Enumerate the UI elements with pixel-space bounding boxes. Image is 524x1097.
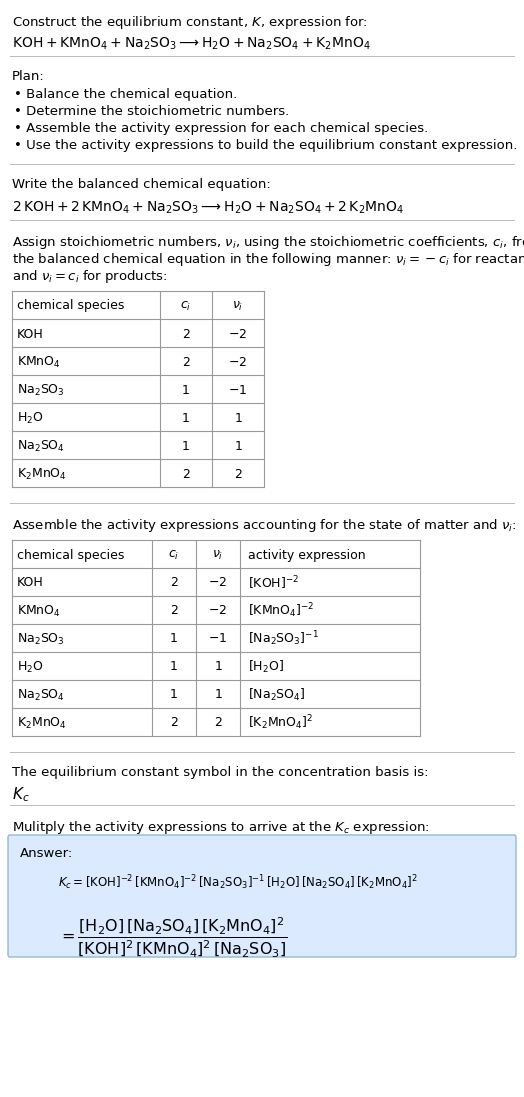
Text: $[\mathrm{Na_2SO_4}]$: $[\mathrm{Na_2SO_4}]$ bbox=[248, 687, 305, 703]
Text: The equilibrium constant symbol in the concentration basis is:: The equilibrium constant symbol in the c… bbox=[12, 766, 429, 779]
Text: KOH: KOH bbox=[17, 577, 43, 589]
Text: $2$: $2$ bbox=[214, 716, 222, 730]
Text: $-1$: $-1$ bbox=[209, 633, 227, 645]
Text: • Balance the chemical equation.: • Balance the chemical equation. bbox=[14, 88, 237, 101]
Text: $\nu_i$: $\nu_i$ bbox=[232, 299, 244, 313]
Text: 1: 1 bbox=[170, 633, 178, 645]
Text: $[\mathrm{Na_2SO_3}]^{-1}$: $[\mathrm{Na_2SO_3}]^{-1}$ bbox=[248, 630, 319, 648]
Text: and $\nu_i = c_i$ for products:: and $\nu_i = c_i$ for products: bbox=[12, 268, 168, 285]
Text: 1: 1 bbox=[170, 689, 178, 701]
Text: $[\mathrm{KOH}]^{-2}$: $[\mathrm{KOH}]^{-2}$ bbox=[248, 574, 299, 591]
Text: Plan:: Plan: bbox=[12, 70, 45, 83]
Text: Construct the equilibrium constant, $K$, expression for:: Construct the equilibrium constant, $K$,… bbox=[12, 14, 368, 31]
Text: $2$: $2$ bbox=[234, 467, 242, 480]
Text: $-2$: $-2$ bbox=[228, 355, 247, 369]
Text: $\mathrm{Na_2SO_4}$: $\mathrm{Na_2SO_4}$ bbox=[17, 688, 65, 702]
Text: $-2$: $-2$ bbox=[209, 604, 227, 618]
Text: 2: 2 bbox=[182, 355, 190, 369]
Text: 1: 1 bbox=[170, 660, 178, 674]
Text: Answer:: Answer: bbox=[20, 847, 73, 860]
Text: 1: 1 bbox=[182, 440, 190, 452]
Text: $= \dfrac{[\mathrm{H_2O}]\,[\mathrm{Na_2SO_4}]\,[\mathrm{K_2MnO_4}]^{2}}{[\mathr: $= \dfrac{[\mathrm{H_2O}]\,[\mathrm{Na_2… bbox=[58, 915, 288, 959]
Text: 2: 2 bbox=[170, 604, 178, 618]
Text: • Assemble the activity expression for each chemical species.: • Assemble the activity expression for e… bbox=[14, 122, 428, 135]
Text: $\mathrm{KOH + KMnO_4 + Na_2SO_3 \longrightarrow H_2O + Na_2SO_4 + K_2MnO_4}$: $\mathrm{KOH + KMnO_4 + Na_2SO_3 \longri… bbox=[12, 36, 371, 53]
Text: 2: 2 bbox=[182, 328, 190, 340]
Text: Write the balanced chemical equation:: Write the balanced chemical equation: bbox=[12, 178, 271, 191]
Text: $\mathrm{2\,KOH + 2\,KMnO_4 + Na_2SO_3 \longrightarrow H_2O + Na_2SO_4 + 2\,K_2M: $\mathrm{2\,KOH + 2\,KMnO_4 + Na_2SO_3 \… bbox=[12, 200, 404, 216]
Text: $\nu_i$: $\nu_i$ bbox=[212, 548, 224, 562]
Text: $\mathrm{Na_2SO_3}$: $\mathrm{Na_2SO_3}$ bbox=[17, 632, 65, 646]
Text: $[\mathrm{H_2O}]$: $[\mathrm{H_2O}]$ bbox=[248, 659, 284, 675]
Text: KOH: KOH bbox=[17, 328, 43, 340]
Text: 2: 2 bbox=[170, 716, 178, 730]
Text: $1$: $1$ bbox=[234, 440, 243, 452]
Text: $1$: $1$ bbox=[214, 660, 222, 674]
Text: $\mathrm{K_2MnO_4}$: $\mathrm{K_2MnO_4}$ bbox=[17, 466, 67, 482]
Text: $[\mathrm{K_2MnO_4}]^{2}$: $[\mathrm{K_2MnO_4}]^{2}$ bbox=[248, 714, 313, 733]
Text: the balanced chemical equation in the following manner: $\nu_i = -c_i$ for react: the balanced chemical equation in the fo… bbox=[12, 251, 524, 268]
Text: activity expression: activity expression bbox=[248, 548, 366, 562]
Text: 2: 2 bbox=[182, 467, 190, 480]
Text: $[\mathrm{KMnO_4}]^{-2}$: $[\mathrm{KMnO_4}]^{-2}$ bbox=[248, 601, 314, 620]
Text: $1$: $1$ bbox=[234, 411, 243, 425]
Text: Assemble the activity expressions accounting for the state of matter and $\nu_i$: Assemble the activity expressions accoun… bbox=[12, 517, 517, 534]
Text: chemical species: chemical species bbox=[17, 548, 124, 562]
Text: $K_c$: $K_c$ bbox=[12, 785, 30, 804]
Text: $-1$: $-1$ bbox=[228, 384, 248, 396]
Text: $-2$: $-2$ bbox=[228, 328, 247, 340]
Text: $\mathrm{K_2MnO_4}$: $\mathrm{K_2MnO_4}$ bbox=[17, 715, 67, 731]
Text: $-2$: $-2$ bbox=[209, 577, 227, 589]
Text: $\mathrm{Na_2SO_3}$: $\mathrm{Na_2SO_3}$ bbox=[17, 383, 65, 397]
Text: $K_c = [\mathrm{KOH}]^{-2}\,[\mathrm{KMnO_4}]^{-2}\,[\mathrm{Na_2SO_3}]^{-1}\,[\: $K_c = [\mathrm{KOH}]^{-2}\,[\mathrm{KMn… bbox=[58, 873, 418, 892]
Text: 2: 2 bbox=[170, 577, 178, 589]
FancyBboxPatch shape bbox=[8, 835, 516, 957]
Text: $c_i$: $c_i$ bbox=[180, 299, 192, 313]
Text: $\mathrm{KMnO_4}$: $\mathrm{KMnO_4}$ bbox=[17, 354, 61, 370]
Text: 1: 1 bbox=[182, 384, 190, 396]
Text: $c_i$: $c_i$ bbox=[168, 548, 180, 562]
Text: • Determine the stoichiometric numbers.: • Determine the stoichiometric numbers. bbox=[14, 105, 289, 118]
Text: $\mathrm{Na_2SO_4}$: $\mathrm{Na_2SO_4}$ bbox=[17, 439, 65, 453]
Text: 1: 1 bbox=[182, 411, 190, 425]
Text: • Use the activity expressions to build the equilibrium constant expression.: • Use the activity expressions to build … bbox=[14, 139, 517, 152]
Text: Assign stoichiometric numbers, $\nu_i$, using the stoichiometric coefficients, $: Assign stoichiometric numbers, $\nu_i$, … bbox=[12, 234, 524, 251]
Text: Mulitply the activity expressions to arrive at the $K_c$ expression:: Mulitply the activity expressions to arr… bbox=[12, 819, 430, 836]
Text: $\mathrm{H_2O}$: $\mathrm{H_2O}$ bbox=[17, 410, 43, 426]
Text: $\mathrm{H_2O}$: $\mathrm{H_2O}$ bbox=[17, 659, 43, 675]
Text: $1$: $1$ bbox=[214, 689, 222, 701]
Text: $\mathrm{KMnO_4}$: $\mathrm{KMnO_4}$ bbox=[17, 603, 61, 619]
Text: chemical species: chemical species bbox=[17, 299, 124, 313]
